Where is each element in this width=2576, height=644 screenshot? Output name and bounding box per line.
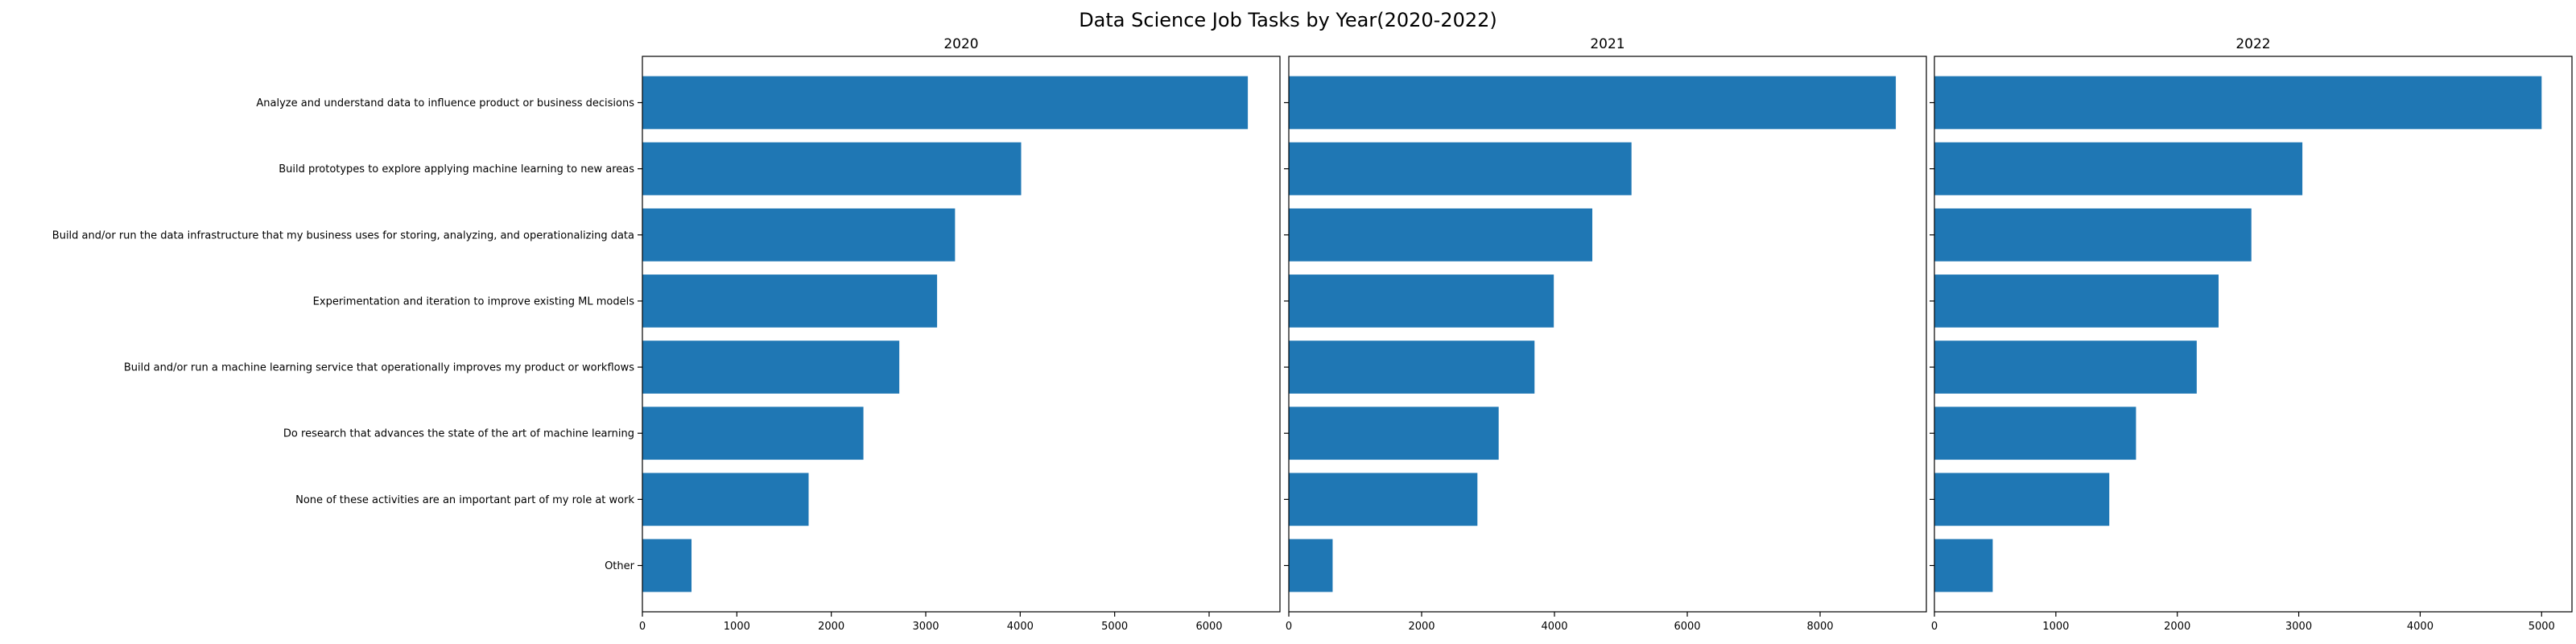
bar-2021-8 bbox=[1289, 539, 1333, 592]
bar-2022-7 bbox=[1934, 473, 2110, 526]
bar-2020-1 bbox=[642, 76, 1249, 130]
bar-2021-6 bbox=[1289, 407, 1499, 460]
y-tick-label: Analyze and understand data to influence… bbox=[256, 97, 634, 109]
axes-frame bbox=[1934, 56, 2573, 613]
bar-2021-4 bbox=[1289, 275, 1554, 328]
bar-2020-5 bbox=[642, 341, 900, 394]
bar-2020-8 bbox=[642, 539, 692, 592]
x-tick-label: 3000 bbox=[912, 621, 939, 633]
x-tick-label: 1000 bbox=[724, 621, 750, 633]
bar-2020-4 bbox=[642, 275, 938, 328]
chart-panel-2022: 2022 0 1000 2000 3000 4000 5000 bbox=[1930, 36, 2573, 633]
bar-2022-3 bbox=[1934, 208, 2252, 262]
x-tick-label: 0 bbox=[1931, 621, 1938, 633]
x-tick-label: 8000 bbox=[1806, 621, 1833, 633]
y-tick-label: Build prototypes to explore applying mac… bbox=[279, 163, 634, 175]
axes-frame bbox=[642, 56, 1281, 613]
x-tick-label: 2000 bbox=[818, 621, 844, 633]
chart-panels: 2020 0 1000 2000 3000 4000 5000 6000 Analyze and… bbox=[52, 36, 2573, 633]
x-tick-label: 0 bbox=[1286, 621, 1292, 633]
bar-2021-2 bbox=[1289, 142, 1632, 196]
figure-title: Data Science Job Tasks by Year(2020-2022… bbox=[1079, 9, 1497, 31]
bar-2022-2 bbox=[1934, 142, 2303, 196]
panel-title: 2020 bbox=[943, 36, 978, 52]
bar-2022-4 bbox=[1934, 275, 2219, 328]
chart-panel-2020: 2020 0 1000 2000 3000 4000 5000 6000 Analyze and… bbox=[52, 36, 1281, 633]
x-tick-label: 6000 bbox=[1195, 621, 1222, 633]
y-tick-label: Do research that advances the state of t… bbox=[283, 428, 634, 440]
x-tick-label: 0 bbox=[639, 621, 646, 633]
y-tick-label: Other bbox=[605, 560, 635, 572]
chart-panel-2021: 2021 0 2000 4000 6000 8000 bbox=[1284, 36, 1927, 633]
bar-2022-8 bbox=[1934, 539, 1993, 592]
panel-title: 2022 bbox=[2235, 36, 2270, 52]
bar-2021-5 bbox=[1289, 341, 1535, 394]
bar-2020-6 bbox=[642, 407, 864, 460]
x-tick-label: 2000 bbox=[1408, 621, 1435, 633]
x-tick-label: 4000 bbox=[2407, 621, 2434, 633]
bar-2020-2 bbox=[642, 142, 1022, 196]
bar-2020-3 bbox=[642, 208, 956, 262]
x-tick-label: 1000 bbox=[2042, 621, 2069, 633]
x-tick-label: 3000 bbox=[2285, 621, 2312, 633]
bar-2022-6 bbox=[1934, 407, 2136, 460]
bar-2021-3 bbox=[1289, 208, 1593, 262]
x-tick-label: 5000 bbox=[1101, 621, 1128, 633]
bar-2022-5 bbox=[1934, 341, 2197, 394]
x-tick-label: 4000 bbox=[1007, 621, 1034, 633]
axes-frame bbox=[1288, 56, 1927, 613]
bar-2021-7 bbox=[1289, 473, 1478, 526]
y-tick-label: Build and/or run a machine learning serv… bbox=[124, 362, 634, 374]
panel-title: 2021 bbox=[1590, 36, 1624, 52]
x-tick-label: 2000 bbox=[2164, 621, 2190, 633]
y-tick-label: Build and/or run the data infrastructure… bbox=[52, 229, 634, 242]
bar-2021-1 bbox=[1289, 76, 1897, 130]
x-tick-label: 4000 bbox=[1541, 621, 1567, 633]
bar-2020-7 bbox=[642, 473, 809, 526]
bar-2022-1 bbox=[1934, 76, 2542, 130]
y-tick-label: None of these activities are an importan… bbox=[295, 494, 634, 506]
x-tick-label: 5000 bbox=[2529, 621, 2555, 633]
y-tick-label: Experimentation and iteration to improve… bbox=[313, 295, 635, 308]
x-tick-label: 6000 bbox=[1674, 621, 1700, 633]
